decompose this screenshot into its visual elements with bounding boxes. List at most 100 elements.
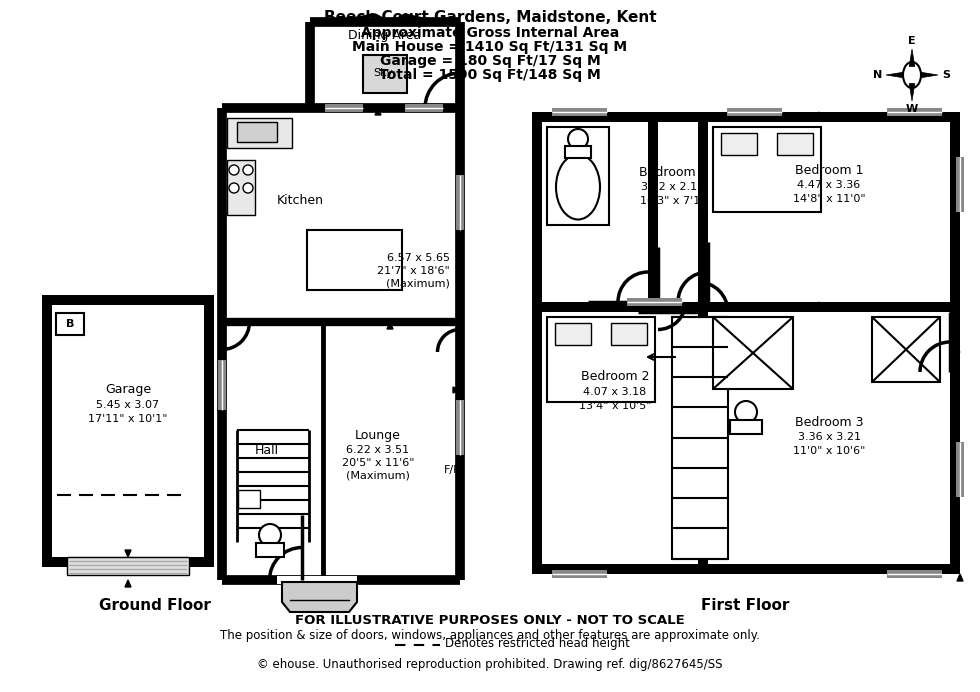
Bar [730,420,762,434]
Text: Ground Floor: Ground Floor [99,598,211,613]
Text: The position & size of doors, windows, appliances and other features are approxi: The position & size of doors, windows, a… [220,629,760,642]
Bar [227,118,292,148]
Bar [698,112,708,574]
Polygon shape [957,574,963,581]
Bar [256,543,284,557]
Text: Sky:: Sky: [373,68,396,78]
Text: Bedroom 3: Bedroom 3 [795,415,863,428]
Text: (Maximum): (Maximum) [386,279,450,289]
Polygon shape [953,349,960,355]
Text: F/P: F/P [444,465,461,475]
Text: Bedroom 1: Bedroom 1 [795,163,863,176]
Bar [713,127,821,212]
Text: 4.07 x 3.18: 4.07 x 3.18 [583,387,647,397]
Bar [547,317,655,402]
Circle shape [243,183,253,193]
Bar [950,112,960,574]
Bar [237,122,277,142]
Circle shape [229,165,239,175]
Bar [307,230,402,290]
Ellipse shape [903,62,921,88]
Text: 14'8" x 11'0": 14'8" x 11'0" [793,194,865,204]
Polygon shape [695,302,701,309]
Bar [67,557,189,575]
Text: 3.12 x 2.15: 3.12 x 2.15 [642,182,705,192]
Polygon shape [816,302,822,309]
Text: Main House = 1410 Sq Ft/131 Sq M: Main House = 1410 Sq Ft/131 Sq M [353,40,627,54]
Text: (Maximum): (Maximum) [346,471,410,481]
Bar [611,323,647,345]
Bar [532,112,960,122]
Bar [713,317,793,389]
Text: Garage: Garage [105,383,151,397]
Polygon shape [125,550,131,557]
Bar [547,127,609,225]
Polygon shape [375,108,381,115]
Polygon shape [920,72,938,78]
Bar [238,490,260,508]
Text: 10'3" x 7'1": 10'3" x 7'1" [640,196,706,206]
Polygon shape [816,112,822,119]
Text: Lounge: Lounge [355,428,401,441]
Bar [552,108,607,116]
Bar [227,160,255,215]
Bar [648,112,658,302]
Text: 11'0" x 10'6": 11'0" x 10'6" [793,446,865,456]
Ellipse shape [556,154,600,219]
Circle shape [229,183,239,193]
Text: Beech Court Gardens, Maidstone, Kent: Beech Court Gardens, Maidstone, Kent [323,10,657,25]
Circle shape [735,401,757,423]
Text: 21'7" x 18'6": 21'7" x 18'6" [377,266,450,276]
Bar [532,112,960,574]
Text: 4.47 x 3.36: 4.47 x 3.36 [798,180,860,190]
Bar [204,295,214,567]
Bar [956,442,964,497]
Text: W: W [906,104,918,114]
Text: Total = 1590 Sq Ft/148 Sq M: Total = 1590 Sq Ft/148 Sq M [379,68,601,82]
Text: Denotes restricted head height: Denotes restricted head height [445,637,630,650]
Bar [555,323,591,345]
Polygon shape [43,321,50,327]
Bar [67,557,189,575]
Bar [627,298,682,306]
Bar [727,108,782,116]
Text: Garage = 180 Sq Ft/17 Sq M: Garage = 180 Sq Ft/17 Sq M [379,54,601,68]
Bar [42,295,214,305]
Text: E: E [908,36,916,46]
Bar [777,133,813,155]
Polygon shape [453,387,460,393]
Text: © ehouse. Unauthorised reproduction prohibited. Drawing ref. dig/8627645/SS: © ehouse. Unauthorised reproduction proh… [258,658,723,671]
Bar [222,108,460,580]
Bar [672,317,728,559]
Text: Bedroom 2: Bedroom 2 [581,370,650,383]
Text: S: S [942,70,950,80]
Circle shape [568,129,588,149]
Bar [363,55,407,93]
Bar [218,360,226,410]
Polygon shape [909,84,914,101]
Circle shape [243,165,253,175]
Text: Dining Area: Dining Area [348,28,421,42]
Bar [42,557,214,567]
Bar [532,564,960,574]
Polygon shape [909,49,914,66]
Text: Kitchen: Kitchen [277,194,324,206]
Text: 6.22 x 3.51: 6.22 x 3.51 [347,445,410,455]
Bar [532,112,542,574]
Bar [456,175,464,230]
Polygon shape [387,322,393,329]
Text: Approximate Gross Internal Area: Approximate Gross Internal Area [361,26,619,40]
Text: Hall: Hall [255,444,279,457]
Text: First Floor: First Floor [701,598,789,613]
Bar [42,295,214,567]
Bar [56,313,84,335]
Text: FOR ILLUSTRATIVE PURPOSES ONLY - NOT TO SCALE: FOR ILLUSTRATIVE PURPOSES ONLY - NOT TO … [295,614,685,627]
Text: B: B [66,319,74,329]
Text: 6.57 x 5.65: 6.57 x 5.65 [387,253,450,263]
Polygon shape [125,580,131,587]
Bar [277,576,357,584]
Bar [310,12,460,108]
Bar [721,133,757,155]
Text: N: N [873,70,883,80]
Text: 17'11" x 10'1": 17'11" x 10'1" [88,414,168,424]
